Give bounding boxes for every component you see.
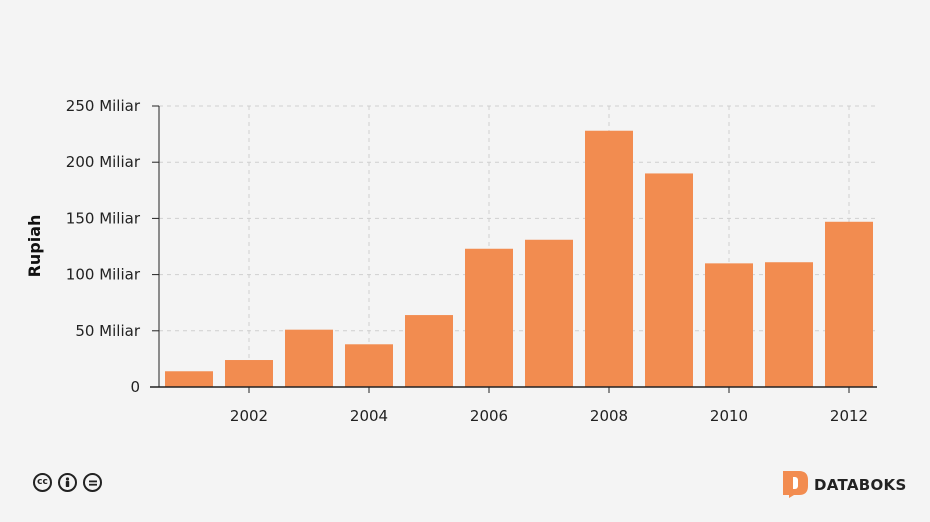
no-derivatives-icon (83, 473, 102, 492)
databoks-icon (783, 471, 808, 498)
bar-2003 (285, 329, 333, 387)
axes: 0 50 Miliar 100 Miliar 150 Miliar 200 Miliar… (66, 97, 877, 425)
x-tick-label: 2008 (590, 407, 628, 425)
y-tick-label: 0 (130, 378, 140, 396)
y-tick-label: 250 Miliar (66, 97, 141, 115)
bar-2001 (165, 371, 213, 387)
bar-2010 (705, 263, 753, 387)
y-tick-label: 100 Miliar (66, 266, 141, 284)
bar-2012 (825, 221, 873, 387)
bar-2007 (525, 239, 573, 387)
bars (165, 130, 873, 387)
license-icons: cc (33, 473, 102, 492)
bar-2004 (345, 344, 393, 387)
x-tick-label: 2010 (710, 407, 748, 425)
bar-2005 (405, 315, 453, 387)
y-tick-label: 200 Miliar (66, 153, 141, 171)
bar-2008 (585, 130, 633, 387)
bar-2009 (645, 173, 693, 387)
y-axis-title: Rupiah (25, 215, 44, 278)
cc-icon: cc (33, 473, 52, 492)
y-tick-label: 150 Miliar (66, 209, 141, 227)
attribution-icon (58, 473, 77, 492)
x-tick-label: 2004 (350, 407, 388, 425)
bar-2006 (465, 248, 513, 387)
bar-2011 (765, 262, 813, 387)
x-tick-label: 2006 (470, 407, 508, 425)
x-tick-label: 2012 (830, 407, 868, 425)
bar-2002 (225, 360, 273, 387)
y-tick-label: 50 Miliar (75, 322, 140, 340)
brand-name: DATABOKS (814, 475, 907, 494)
x-tick-label: 2002 (230, 407, 268, 425)
databoks-logo: DATABOKS (783, 471, 907, 498)
